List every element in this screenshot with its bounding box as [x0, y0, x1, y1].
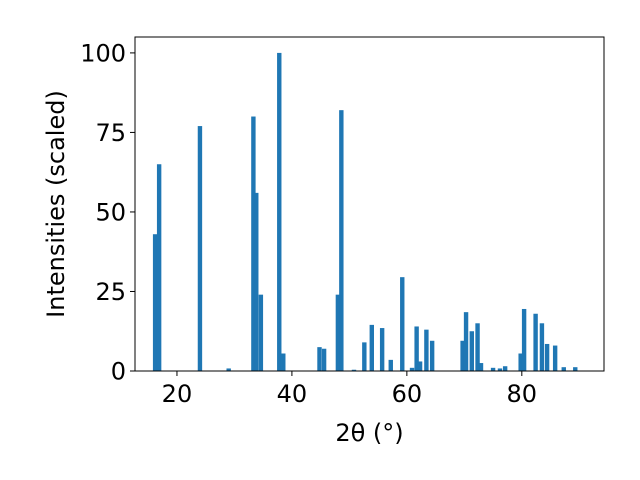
bar-36	[539, 323, 545, 371]
bar-25	[460, 340, 465, 371]
bar-32	[502, 366, 508, 371]
y-tick-label: 75	[95, 119, 126, 147]
x-tick-label: 40	[277, 380, 308, 408]
bar-10	[317, 347, 322, 371]
bar-35	[533, 313, 538, 371]
x-axis-label: 2θ (°)	[335, 419, 403, 447]
y-tick-label: 50	[95, 198, 126, 226]
x-tick-label: 80	[507, 380, 538, 408]
bar-11	[321, 348, 327, 371]
bar-6	[254, 192, 259, 371]
bar-34	[521, 308, 527, 371]
x-tick-label: 60	[392, 380, 423, 408]
bar-19	[400, 277, 405, 371]
bar-39	[561, 367, 566, 371]
y-axis-label: Intensities (scaled)	[42, 90, 70, 318]
bar-2	[156, 164, 162, 371]
bar-20	[409, 367, 415, 371]
bar-33	[518, 353, 523, 371]
x-axis-ticks: 20 40 60 80	[162, 371, 537, 408]
bar-12	[335, 294, 341, 371]
bar-8	[277, 52, 282, 372]
bar-21	[414, 326, 419, 371]
bar-37	[544, 343, 550, 371]
bar-23	[424, 329, 429, 371]
bar-16	[369, 324, 374, 371]
bar-22	[417, 361, 423, 371]
bar-24	[429, 340, 435, 371]
bar-15	[362, 342, 367, 371]
bar-31	[497, 368, 503, 371]
bar-14	[351, 369, 357, 371]
bar-29	[478, 363, 484, 371]
bar-27	[469, 331, 475, 371]
y-tick-label: 25	[95, 278, 126, 306]
y-tick-label: 100	[80, 39, 126, 67]
bar-18	[388, 359, 393, 371]
bar-28	[475, 323, 480, 371]
bar-7	[258, 294, 264, 371]
plot-area-frame	[134, 36, 605, 372]
bar-17	[379, 328, 385, 371]
bar-40	[573, 367, 578, 371]
y-axis-ticks: 0 25 50 75 100	[80, 39, 135, 386]
x-tick-label: 20	[162, 380, 193, 408]
bar-13	[339, 110, 344, 372]
bar-4	[226, 368, 231, 371]
y-tick-label: 0	[111, 358, 126, 386]
bar-5	[251, 116, 256, 372]
bar-26	[463, 312, 469, 371]
bar-series	[152, 52, 578, 372]
bar-9	[281, 353, 286, 371]
bar-3	[197, 126, 203, 371]
bar-30	[490, 367, 496, 371]
bar-38	[552, 345, 558, 371]
bar-1	[152, 234, 158, 371]
